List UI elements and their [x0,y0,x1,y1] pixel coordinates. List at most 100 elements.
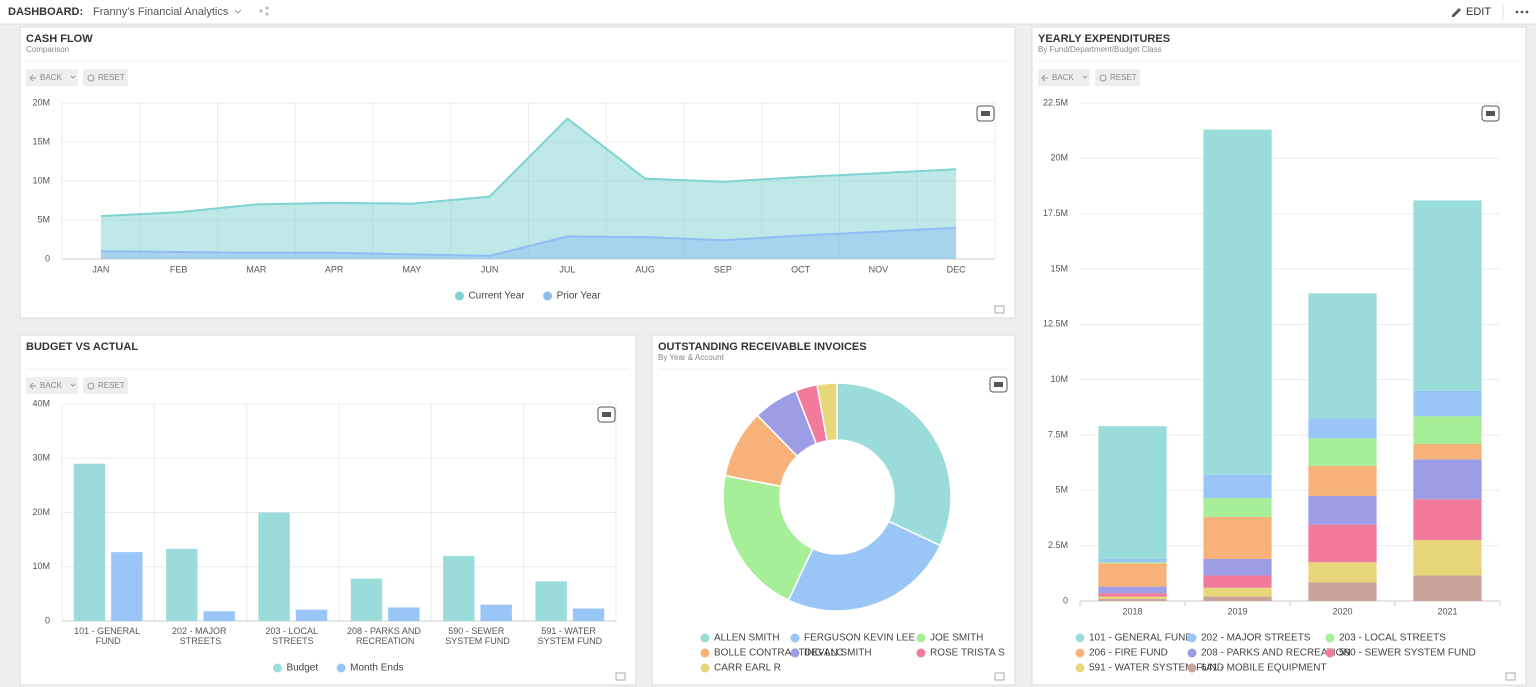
back-button[interactable] [26,69,78,86]
x-tick-label: 208 - PARKS AND RECREATION [347,626,423,646]
bar [73,463,106,621]
more-menu[interactable] [1515,10,1529,14]
print-icon[interactable] [981,111,990,116]
bar-segment [1098,586,1167,594]
table-view-icon[interactable] [994,305,1005,314]
legend-marker [1075,648,1085,658]
reset-button[interactable] [83,377,128,394]
legend-label: ROSE TRISTA S [930,648,1005,659]
y-tick-label: 22.5M [1043,97,1068,107]
legend-label: Current Year [468,291,525,302]
bar [166,548,198,621]
reset-button[interactable] [83,69,128,86]
print-icon[interactable] [1486,111,1495,116]
panel-title: BUDGET VS ACTUAL [26,341,138,353]
x-tick-label: 2019 [1227,606,1247,616]
y-tick-label: 17.5M [1043,208,1068,218]
legend-label: 641 - MOBILE EQUIPMENT [1201,663,1327,674]
donut-slice [787,520,942,612]
legend-marker [454,291,464,301]
bar-segment [1098,562,1167,564]
bar-segment [1308,524,1377,563]
legend-marker [790,648,800,658]
print-icon[interactable] [602,412,611,417]
y-tick-label: 5M [1055,485,1068,495]
donut-slice [722,474,814,602]
share-icon[interactable] [259,6,269,16]
x-tick-label: FEB [170,264,188,274]
bar-segment [1413,459,1482,500]
back-dropdown[interactable] [70,75,76,79]
y-tick-label: 0 [45,615,50,625]
back-dropdown[interactable] [70,383,76,387]
back-dropdown[interactable] [1082,75,1088,79]
legend-label: FERGUSON KEVIN LEE [804,633,915,644]
legend-marker [1325,648,1335,658]
legend-marker [1187,633,1197,643]
bar-segment [1308,582,1377,601]
legend-marker [916,633,926,643]
bar-segment [1098,596,1167,599]
dropdown-arrow[interactable] [234,9,242,14]
legend-label: DEVAN SMITH [804,648,872,659]
bar-segment [1203,516,1272,559]
back-arrow[interactable] [29,74,36,82]
bar-segment [1203,558,1272,576]
table-view-icon[interactable] [994,672,1005,681]
bar-segment [1413,200,1482,391]
edit-icon[interactable] [1452,8,1461,17]
reset-button-label[interactable]: RESET [98,381,125,390]
y-tick-label: 12.5M [1043,319,1068,329]
bar [295,609,328,621]
legend-marker [700,648,710,658]
legend-marker [1187,648,1197,658]
reset-icon[interactable] [87,382,95,390]
print-icon[interactable] [994,382,1003,387]
legend-label: JOE SMITH [930,633,983,644]
reset-button-label[interactable]: RESET [98,73,125,82]
y-tick-label: 15M [1050,263,1068,273]
y-tick-label: 10M [32,175,50,185]
edit-button[interactable]: EDIT [1466,6,1491,18]
legend-label: 202 - MAJOR STREETS [1201,633,1311,644]
header-bar [0,0,1536,24]
back-button-label[interactable]: BACK [40,73,62,82]
donut-slice [816,382,838,442]
x-tick-label: JAN [92,264,109,274]
reset-button[interactable] [1095,69,1140,86]
back-button[interactable] [1038,69,1090,86]
bar-segment [1098,426,1167,559]
legend-label: Budget [286,663,318,674]
x-tick-label: JUN [481,264,499,274]
back-button-label[interactable]: BACK [1052,73,1074,82]
reset-button-label[interactable]: RESET [1110,73,1137,82]
y-tick-label: 10M [1050,374,1068,384]
table-view-icon[interactable] [615,672,626,681]
back-arrow[interactable] [1041,74,1048,82]
back-arrow[interactable] [29,382,36,390]
legend-marker [916,648,926,658]
y-tick-label: 5M [37,214,50,224]
y-tick-label: 0 [1063,595,1068,605]
bar [572,608,605,621]
table-view-icon[interactable] [1505,672,1516,681]
y-tick-label: 20M [1050,153,1068,163]
x-tick-label: 2018 [1122,606,1142,616]
header-label: DASHBOARD: [8,6,83,18]
area [100,227,957,259]
x-tick-label: 101 - GENERAL FUND [74,626,142,646]
legend-label: ALLEN SMITH [714,633,780,644]
reset-icon[interactable] [1099,74,1107,82]
panel-title: CASH FLOW [26,33,93,45]
dashboard-selector[interactable]: Franny's Financial Analytics [93,6,229,18]
bar-segment [1308,562,1377,583]
panel [19,26,1016,319]
panel-subtitle: Comparison [26,45,69,54]
back-button-label[interactable]: BACK [40,381,62,390]
bar-segment [1413,540,1482,576]
back-button[interactable] [26,377,78,394]
legend-marker [1325,633,1335,643]
bar [480,604,512,621]
y-tick-label: 30M [32,453,50,463]
reset-icon[interactable] [87,74,95,82]
